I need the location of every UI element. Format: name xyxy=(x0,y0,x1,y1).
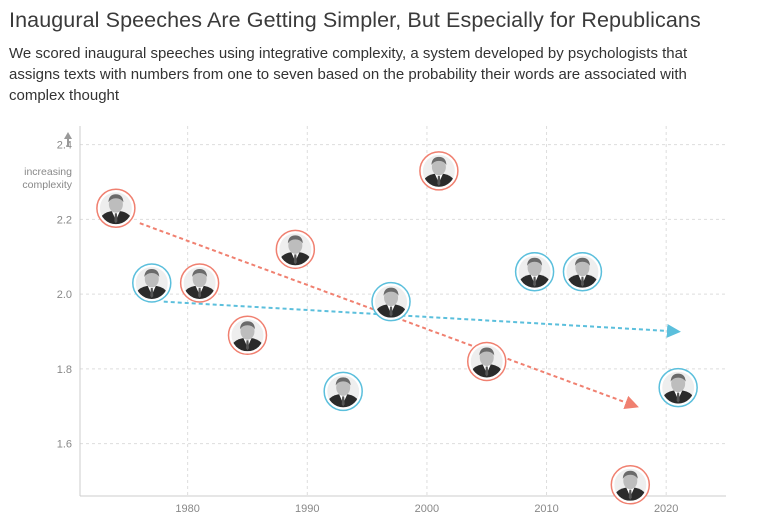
republican-data-point xyxy=(227,315,268,356)
axes: 1980 1990 2000 2010 2020 1.6 1.8 2.0 2.2 2.4 incre… xyxy=(22,126,726,515)
portrait-icon xyxy=(375,285,408,318)
data-points xyxy=(96,151,698,505)
y-axis-label: increasing complexity xyxy=(22,166,72,191)
portrait-icon xyxy=(231,319,264,352)
trend-lines xyxy=(139,222,681,409)
portrait-icon xyxy=(470,345,503,378)
portrait-icon xyxy=(566,255,599,288)
portrait-icon xyxy=(518,255,551,288)
up-arrowhead-icon xyxy=(64,132,72,139)
x-tick-label: 2020 xyxy=(654,503,678,515)
portrait-icon xyxy=(279,233,312,266)
portrait-icon xyxy=(135,266,168,299)
republican-data-point xyxy=(275,229,316,270)
democrat-data-point xyxy=(514,252,555,292)
x-tick-label: 2000 xyxy=(415,503,439,515)
portrait-icon xyxy=(614,468,647,501)
x-tick-label: 1980 xyxy=(175,503,199,515)
republican-data-point xyxy=(419,151,459,191)
democrat-data-point xyxy=(562,252,603,292)
x-tick-label: 1990 xyxy=(295,503,319,515)
democrat-data-point xyxy=(658,367,698,408)
y-tick-label: 2.0 xyxy=(57,289,72,301)
y-tick-label: 2.2 xyxy=(57,214,72,226)
y-tick-label: 2.4 xyxy=(57,140,72,152)
republican-data-point xyxy=(610,465,651,505)
grid xyxy=(80,126,726,496)
democrat-trend-arrow xyxy=(163,300,681,338)
portrait-icon xyxy=(99,192,132,225)
democrat-data-point xyxy=(132,263,172,303)
portrait-icon xyxy=(327,375,360,408)
democrat-data-point xyxy=(323,371,363,412)
y-tick-label: 1.6 xyxy=(57,439,72,451)
portrait-icon xyxy=(662,371,695,404)
portrait-icon xyxy=(183,266,216,299)
democrat-data-point xyxy=(371,281,411,322)
chart-subtitle: We scored inaugural speeches using integ… xyxy=(9,45,688,104)
y-tick-label: 1.8 xyxy=(57,364,72,376)
republican-data-point xyxy=(466,341,507,382)
chart-title: Inaugural Speeches Are Getting Simpler, … xyxy=(9,8,701,32)
republican-data-point xyxy=(96,188,136,228)
x-tick-label: 2010 xyxy=(534,503,558,515)
portrait-icon xyxy=(422,154,455,187)
republican-data-point xyxy=(179,263,220,303)
